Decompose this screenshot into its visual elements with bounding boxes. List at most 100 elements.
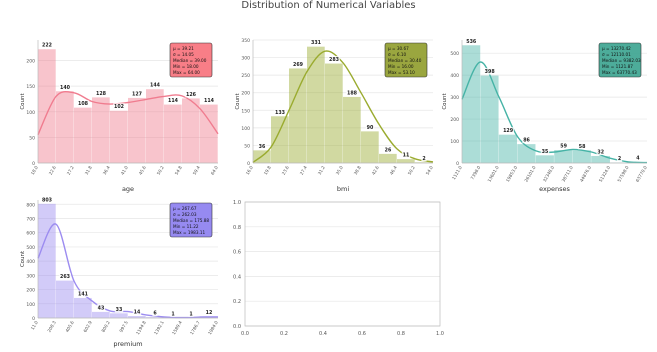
figure-title: Distribution of Numerical Variables <box>241 0 416 11</box>
histogram-bar <box>498 134 518 163</box>
bmi-histogram-chart: 0 50 100 150 200 250 300 350 36 133 269 331 283 188 90… <box>235 38 435 193</box>
premium-histogram-panel: 0 100 200 300 400 500 600 700 800 803 263 141 43 33 14… <box>18 190 225 352</box>
bar-label-bg <box>616 155 623 162</box>
y-tick-label: 200 <box>26 288 35 294</box>
y-tick-label: 0.6 <box>233 250 241 256</box>
histogram-bar <box>325 63 343 163</box>
x-tick-label: 1121.0 <box>451 165 464 181</box>
bar-value-label: 12 <box>206 310 213 316</box>
y-axis-label: Count <box>20 250 26 267</box>
x-tick-label: 41.0 <box>120 165 130 177</box>
y-tick-label: 250 <box>241 73 250 79</box>
x-tick-label: 54.0 <box>425 165 435 177</box>
y-tick-label: 200 <box>241 91 250 97</box>
bar-label-bg <box>310 39 322 46</box>
bar-value-label: 127 <box>132 91 142 97</box>
histogram-bar <box>343 96 361 163</box>
x-tick-label: 602.9 <box>82 320 93 334</box>
bar-value-label: 536 <box>466 39 477 45</box>
stats-line: σ = 6.10 <box>388 52 406 57</box>
x-tick-label: 36.4 <box>102 165 112 177</box>
bar-label-bg <box>77 100 89 107</box>
x-tick-label: 19853.0 <box>505 165 519 184</box>
bar-label-bg <box>365 123 375 131</box>
y-tick-label: 200 <box>450 117 459 123</box>
x-tick-label: 7398.0 <box>470 165 483 181</box>
histogram-bar <box>92 97 110 163</box>
x-axis-label: expenses <box>539 185 570 193</box>
bar-value-label: 141 <box>78 291 88 297</box>
histogram-bar <box>554 150 573 163</box>
stats-line: σ = 262.03 <box>173 212 197 217</box>
bar-value-label: 35 <box>542 149 549 155</box>
x-tick-label: 63770.0 <box>635 165 649 184</box>
x-tick-label: 32348.0 <box>542 165 556 184</box>
y-tick-label: 100 <box>26 302 35 308</box>
x-tick-label: 27.2 <box>66 165 76 177</box>
y-tick-label: 100 <box>241 126 250 132</box>
y-tick-label: 350 <box>241 38 250 44</box>
bar-label-bg <box>59 273 71 280</box>
bar-value-label: 102 <box>114 104 124 110</box>
y-tick-label: 0.4 <box>233 274 241 280</box>
y-tick-label: 0 <box>32 316 35 322</box>
bar-value-label: 398 <box>485 69 496 75</box>
bar-label-bg <box>483 68 496 75</box>
bar-value-label: 188 <box>347 90 358 96</box>
empty-axes-panel: 0.0 0.0 0.2 0.2 0.4 0.4 0.6 0.6 0.8 0.8 1.0 1.0 <box>225 190 445 340</box>
x-tick-label: 0.4 <box>319 331 327 337</box>
bar-label-bg <box>383 146 393 153</box>
x-tick-label: 27.4 <box>299 165 309 177</box>
x-tick-label: 16.0 <box>245 165 255 177</box>
bar-value-label: 6 <box>153 311 157 317</box>
bar-label-bg <box>635 154 641 162</box>
x-tick-label: 54.8 <box>174 165 184 177</box>
histogram-bar <box>480 75 499 163</box>
bar-label-bg <box>132 308 142 316</box>
y-tick-label: 700 <box>26 216 35 222</box>
x-tick-label: 0.0 <box>241 331 249 337</box>
bar-value-label: 803 <box>42 197 52 203</box>
histogram-bar <box>415 162 433 163</box>
bar-value-label: 4 <box>636 156 640 162</box>
age-histogram-panel: 0 50 100 150 200 222 140 108 128 102 127 144 114 126 1… <box>18 30 225 202</box>
y-tick-label: 500 <box>450 51 459 57</box>
x-tick-label: 19.8 <box>263 165 273 177</box>
x-tick-label: 35.0 <box>335 165 345 177</box>
stats-line: μ = 13270.42 <box>602 46 631 51</box>
bar-label-bg <box>149 81 161 89</box>
y-tick-label: 500 <box>26 245 35 251</box>
histogram-bar <box>289 68 307 163</box>
y-axis-label: Count <box>20 92 26 109</box>
x-tick-label: 26101.0 <box>523 165 537 184</box>
bar-value-label: 33 <box>116 307 123 313</box>
bar-label-bg <box>540 147 550 155</box>
bar-label-bg <box>77 290 89 297</box>
x-tick-label: 44876.0 <box>579 165 593 184</box>
histogram-bar <box>379 153 397 163</box>
stats-line: μ = 39.21 <box>173 46 194 51</box>
bar-value-label: 129 <box>503 128 514 134</box>
stats-line: σ = 12110.01 <box>602 52 631 57</box>
bar-value-label: 269 <box>293 62 304 68</box>
histogram-bar <box>591 155 610 163</box>
x-tick-label: 208.3 <box>46 320 57 334</box>
y-tick-label: 150 <box>26 84 35 90</box>
x-axis-label: bmi <box>337 185 349 193</box>
x-tick-label: 45.6 <box>138 165 148 177</box>
histogram-bar <box>361 131 379 163</box>
y-tick-label: 0 <box>247 161 250 167</box>
x-tick-label: 50.2 <box>407 165 417 177</box>
x-tick-label: 46.4 <box>389 165 399 177</box>
bar-value-label: 144 <box>150 83 161 89</box>
y-tick-label: 300 <box>450 95 459 101</box>
histogram-bar <box>182 98 200 163</box>
stats-line: Max = 1983.11 <box>173 230 205 235</box>
stats-line: Median = 39.00 <box>173 58 207 63</box>
histogram-bar <box>164 104 182 163</box>
bar-value-label: 108 <box>78 101 89 107</box>
stats-box <box>598 42 642 78</box>
x-tick-label: 11.0 <box>30 320 40 332</box>
bar-value-label: 32 <box>597 149 604 155</box>
